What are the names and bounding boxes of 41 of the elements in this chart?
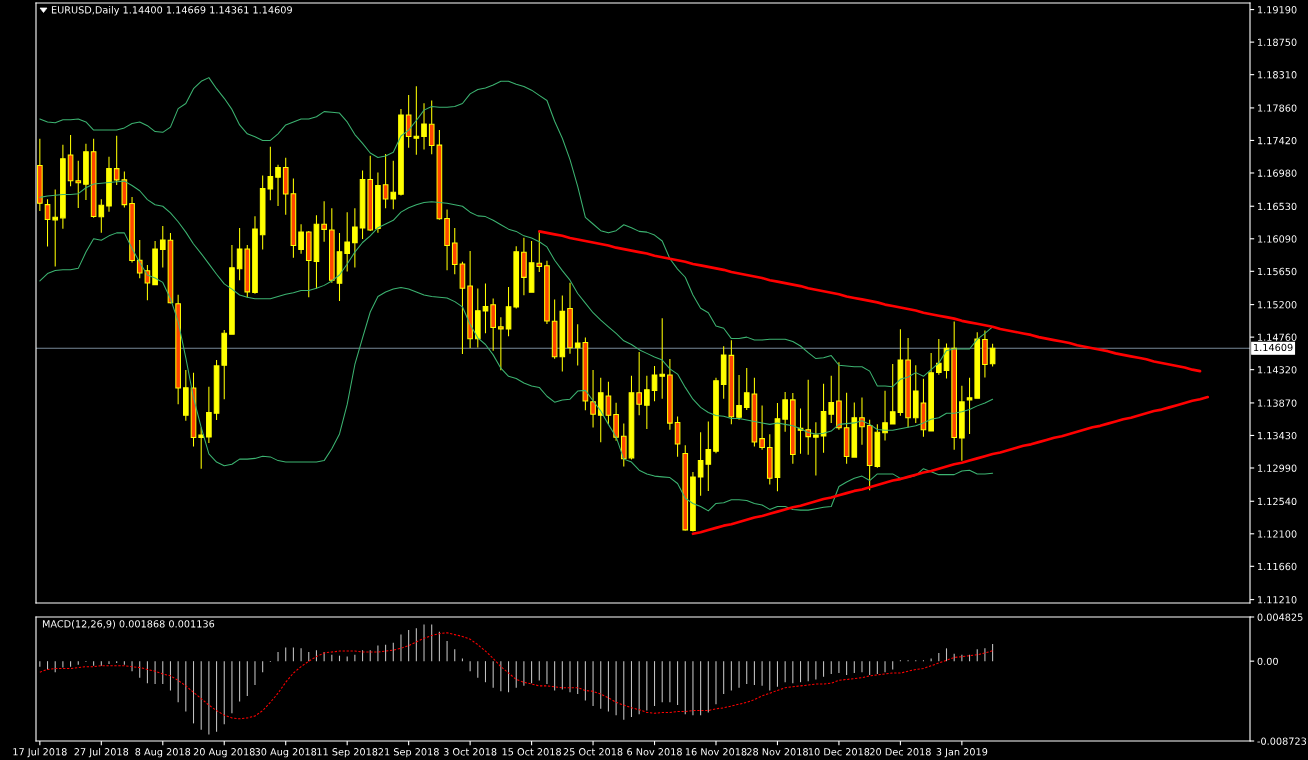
- y-tick-label: -0.008723: [1257, 737, 1307, 745]
- y-tick-label: 1.16530: [1258, 202, 1297, 211]
- y-tick-label: 1.18750: [1258, 38, 1297, 46]
- x-tick-label: 21 Sep 2018: [378, 748, 439, 758]
- y-tick-label: 1.15200: [1258, 301, 1297, 309]
- x-tick-label: 20 Dec 2018: [870, 748, 931, 756]
- y-tick-label: 0.004825: [1257, 613, 1303, 621]
- x-tick-label: 8 Aug 2018: [135, 748, 191, 758]
- x-tick-label: 20 Aug 2018: [193, 748, 255, 758]
- x-tick-label: 11 Sep 2018: [317, 748, 378, 758]
- y-tick-label: 1.13430: [1258, 431, 1297, 440]
- x-tick-label: 3 Jan 2019: [936, 748, 988, 758]
- y-tick-label: 1.12990: [1258, 464, 1297, 472]
- y-tick-label: 1.14760: [1258, 333, 1297, 341]
- y-tick-label: 1.13870: [1258, 399, 1297, 407]
- y-tick-label: 1.16980: [1258, 169, 1297, 177]
- x-tick-label: 10 Dec 2018: [808, 748, 870, 756]
- x-tick-label: 25 Oct 2018: [563, 748, 623, 756]
- y-tick-label: 1.18310: [1258, 71, 1297, 79]
- x-tick-label: 28 Nov 2018: [747, 748, 808, 756]
- ref-line-label: 1.14609: [1254, 343, 1293, 352]
- y-tick-label: 1.19190: [1258, 6, 1297, 14]
- x-tick-label: 16 Nov 2018: [685, 748, 747, 756]
- y-tick-label: 1.12540: [1258, 497, 1297, 506]
- y-tick-label: 1.12100: [1258, 530, 1297, 538]
- y-tick-label: 1.11210: [1258, 596, 1297, 604]
- y-tick-label: 1.15650: [1258, 267, 1297, 276]
- y-tick-label: 1.14320: [1258, 366, 1297, 374]
- y-tick-label: 1.11660: [1258, 562, 1297, 571]
- x-tick-label: 17 Jul 2018: [13, 747, 67, 758]
- y-tick-label: 1.17420: [1258, 136, 1297, 145]
- x-tick-label: 30 Aug 2018: [255, 748, 317, 758]
- y-tick-label: 0.00: [1257, 657, 1278, 665]
- y-tick-label: 1.17860: [1258, 104, 1297, 112]
- x-tick-label: 3 Oct 2018: [443, 748, 497, 756]
- x-tick-label: 15 Oct 2018: [502, 748, 561, 756]
- x-tick-label: 6 Nov 2018: [627, 748, 682, 756]
- chart-title: MACD(12,26,9) 0.001868 0.001136: [42, 620, 215, 629]
- chart-title: EURUSD,Daily 1.14400 1.14669 1.14361 1.14609: [51, 6, 292, 16]
- y-tick-label: 1.16090: [1258, 235, 1297, 243]
- x-tick-label: 27 Jul 2018: [74, 747, 129, 758]
